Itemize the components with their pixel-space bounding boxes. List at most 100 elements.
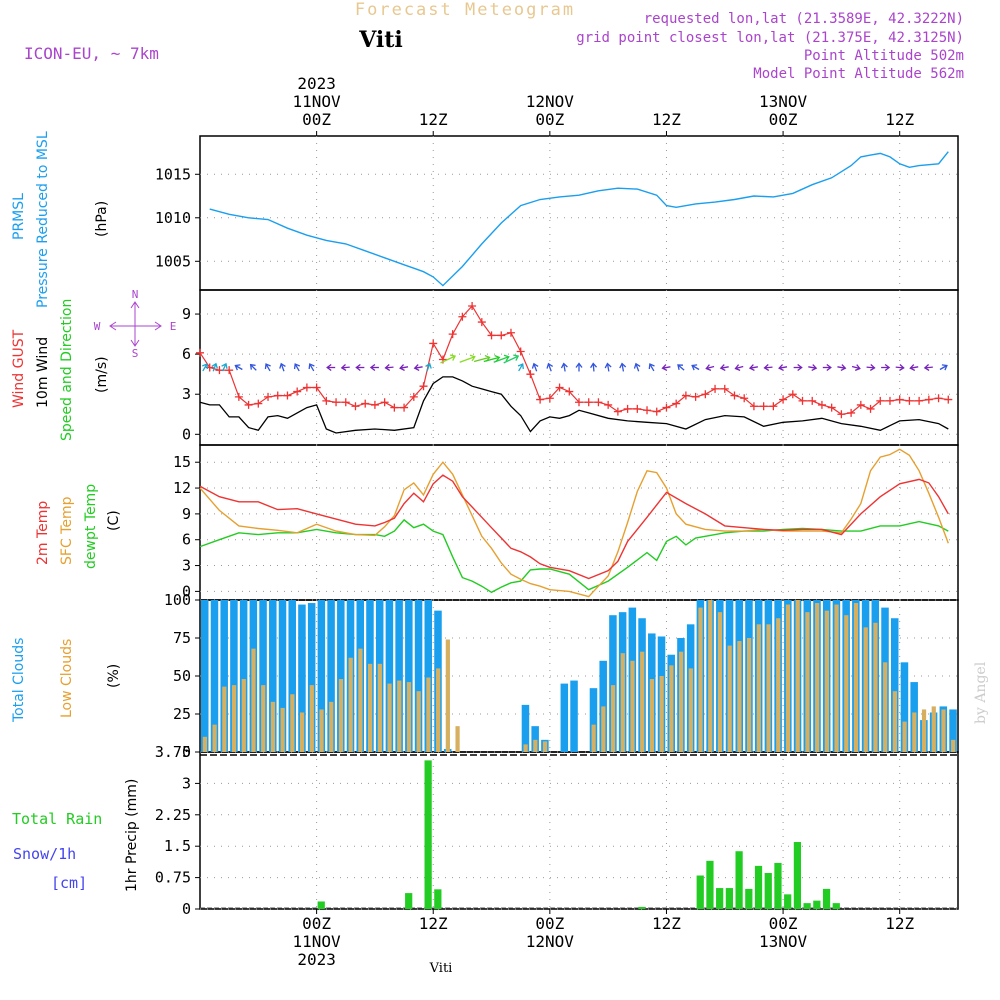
total-cloud-bar — [395, 600, 403, 752]
rain-bar — [716, 888, 724, 909]
wind-arrow-icon — [249, 363, 257, 371]
time-label-top: 11NOV — [293, 92, 342, 111]
temp-tick-label: 3 — [182, 557, 191, 575]
wind-arrow-icon — [399, 364, 409, 372]
prmsl-label: PRMSL — [11, 193, 27, 240]
model-label: ICON-EU, ~ 7km — [24, 44, 159, 63]
total-cloud-bar — [890, 618, 899, 752]
low-cloud-bar — [863, 627, 868, 752]
gust-point — [448, 330, 457, 339]
rain-bar — [784, 894, 792, 909]
precip-tick-label: 0 — [182, 900, 191, 918]
wind-arrow-icon — [705, 364, 715, 372]
low-cloud-bar — [319, 709, 324, 752]
low-cloud-bar — [815, 603, 820, 752]
wind-dir-label: Speed and Direction — [59, 299, 75, 441]
place-title: Viti — [358, 27, 403, 53]
gust-point — [788, 390, 797, 399]
low-cloud-bar — [805, 612, 810, 752]
low-cloud-bar — [406, 682, 412, 752]
wind-speed-line — [199, 376, 949, 434]
low-cloud-bar — [785, 604, 791, 752]
total-cloud-bar — [609, 615, 617, 752]
gust-point — [380, 398, 389, 407]
low-cloud-bar — [329, 701, 334, 752]
rain-bar — [813, 900, 821, 909]
wind-tick-label: 9 — [182, 305, 191, 323]
cloud-unit-label: (%) — [106, 664, 122, 688]
gust-point — [196, 348, 204, 357]
low-cloud-bar — [747, 638, 752, 752]
gust-point — [643, 406, 652, 415]
total-cloud-bar — [278, 600, 287, 752]
wind-arrow-icon — [560, 362, 568, 372]
wind-arrow-icon — [881, 363, 891, 372]
low-cloud-bar — [824, 610, 829, 752]
wind-arrow-icon — [763, 364, 773, 372]
low-cloud-bar — [212, 724, 217, 752]
dewpoint-line — [199, 518, 949, 594]
time-label-bottom: 00Z — [535, 914, 564, 933]
time-label-bottom: 00Z — [769, 914, 798, 933]
precip-tick-label: 1.5 — [164, 837, 191, 855]
temp-frame — [199, 444, 959, 601]
gust-point — [837, 410, 846, 419]
rain-bar — [424, 760, 432, 909]
wind-tick-label: 3 — [182, 385, 191, 403]
low-cloud-bar — [445, 639, 450, 752]
wind-arrow-icon — [308, 363, 315, 372]
gust-point — [915, 396, 924, 405]
low-cloud-bar — [601, 706, 606, 752]
cloud-labels: Total Clouds Low Clouds (%) — [11, 638, 122, 723]
gust-point — [691, 392, 700, 401]
time-label-top: 2023 — [297, 74, 336, 93]
gust-point — [808, 396, 817, 405]
total-cloud-bar — [298, 604, 306, 752]
gust-point — [351, 402, 360, 411]
wind-arrow-icon — [483, 354, 501, 363]
rain-bar — [706, 860, 714, 909]
gust-point — [545, 394, 554, 403]
low-cloud-bar — [299, 712, 305, 752]
gust-point — [895, 395, 904, 404]
gust-point — [409, 392, 418, 401]
pressure-labels: PRMSL Pressure Reduced to MSL (hPa) — [11, 131, 110, 308]
low-cloud-bar — [756, 624, 761, 752]
total-cloud-bar — [424, 600, 433, 752]
gust-point — [701, 390, 710, 399]
gust-point — [273, 391, 282, 400]
gust-point — [876, 396, 885, 405]
sfc-temp-line — [199, 448, 949, 598]
cloud-tick-label: 0 — [182, 743, 191, 761]
gust-point — [885, 396, 894, 405]
watermark: by Angel — [973, 661, 989, 724]
low-cloud-bar — [348, 657, 353, 752]
wind-arrow-icon — [425, 362, 432, 372]
wind-arrow-icon — [734, 364, 744, 372]
total-cloud-bar — [210, 600, 219, 752]
low-cloud-bar — [649, 679, 655, 752]
time-label-bottom: 12NOV — [526, 932, 575, 951]
total-cloud-bar — [239, 600, 248, 752]
low-cloud-bar — [951, 739, 956, 752]
gust-point — [866, 404, 875, 413]
total-cloud-bar — [269, 600, 277, 752]
gust-point — [312, 383, 321, 392]
wind-arrow-icon — [202, 363, 209, 372]
wind-arrow-icon — [493, 354, 510, 363]
dewpt-label: dewpt Temp — [83, 484, 99, 569]
wind-label: 10m Wind — [35, 337, 51, 408]
low-cloud-bar — [416, 691, 421, 752]
wind-arrow-icon — [677, 364, 685, 371]
compass-east: E — [170, 320, 177, 333]
low-cloud-bar — [436, 668, 441, 752]
gust-point — [720, 384, 729, 393]
gust-point — [215, 366, 224, 375]
total-cloud-label: Total Clouds — [11, 638, 27, 723]
precip-tick-label: 3 — [182, 774, 191, 792]
pressure-frame — [199, 135, 959, 291]
gust-point — [429, 339, 438, 348]
wind-arrow-icon — [264, 363, 271, 372]
gust-point — [584, 398, 593, 407]
low-cloud-bar — [669, 665, 674, 752]
